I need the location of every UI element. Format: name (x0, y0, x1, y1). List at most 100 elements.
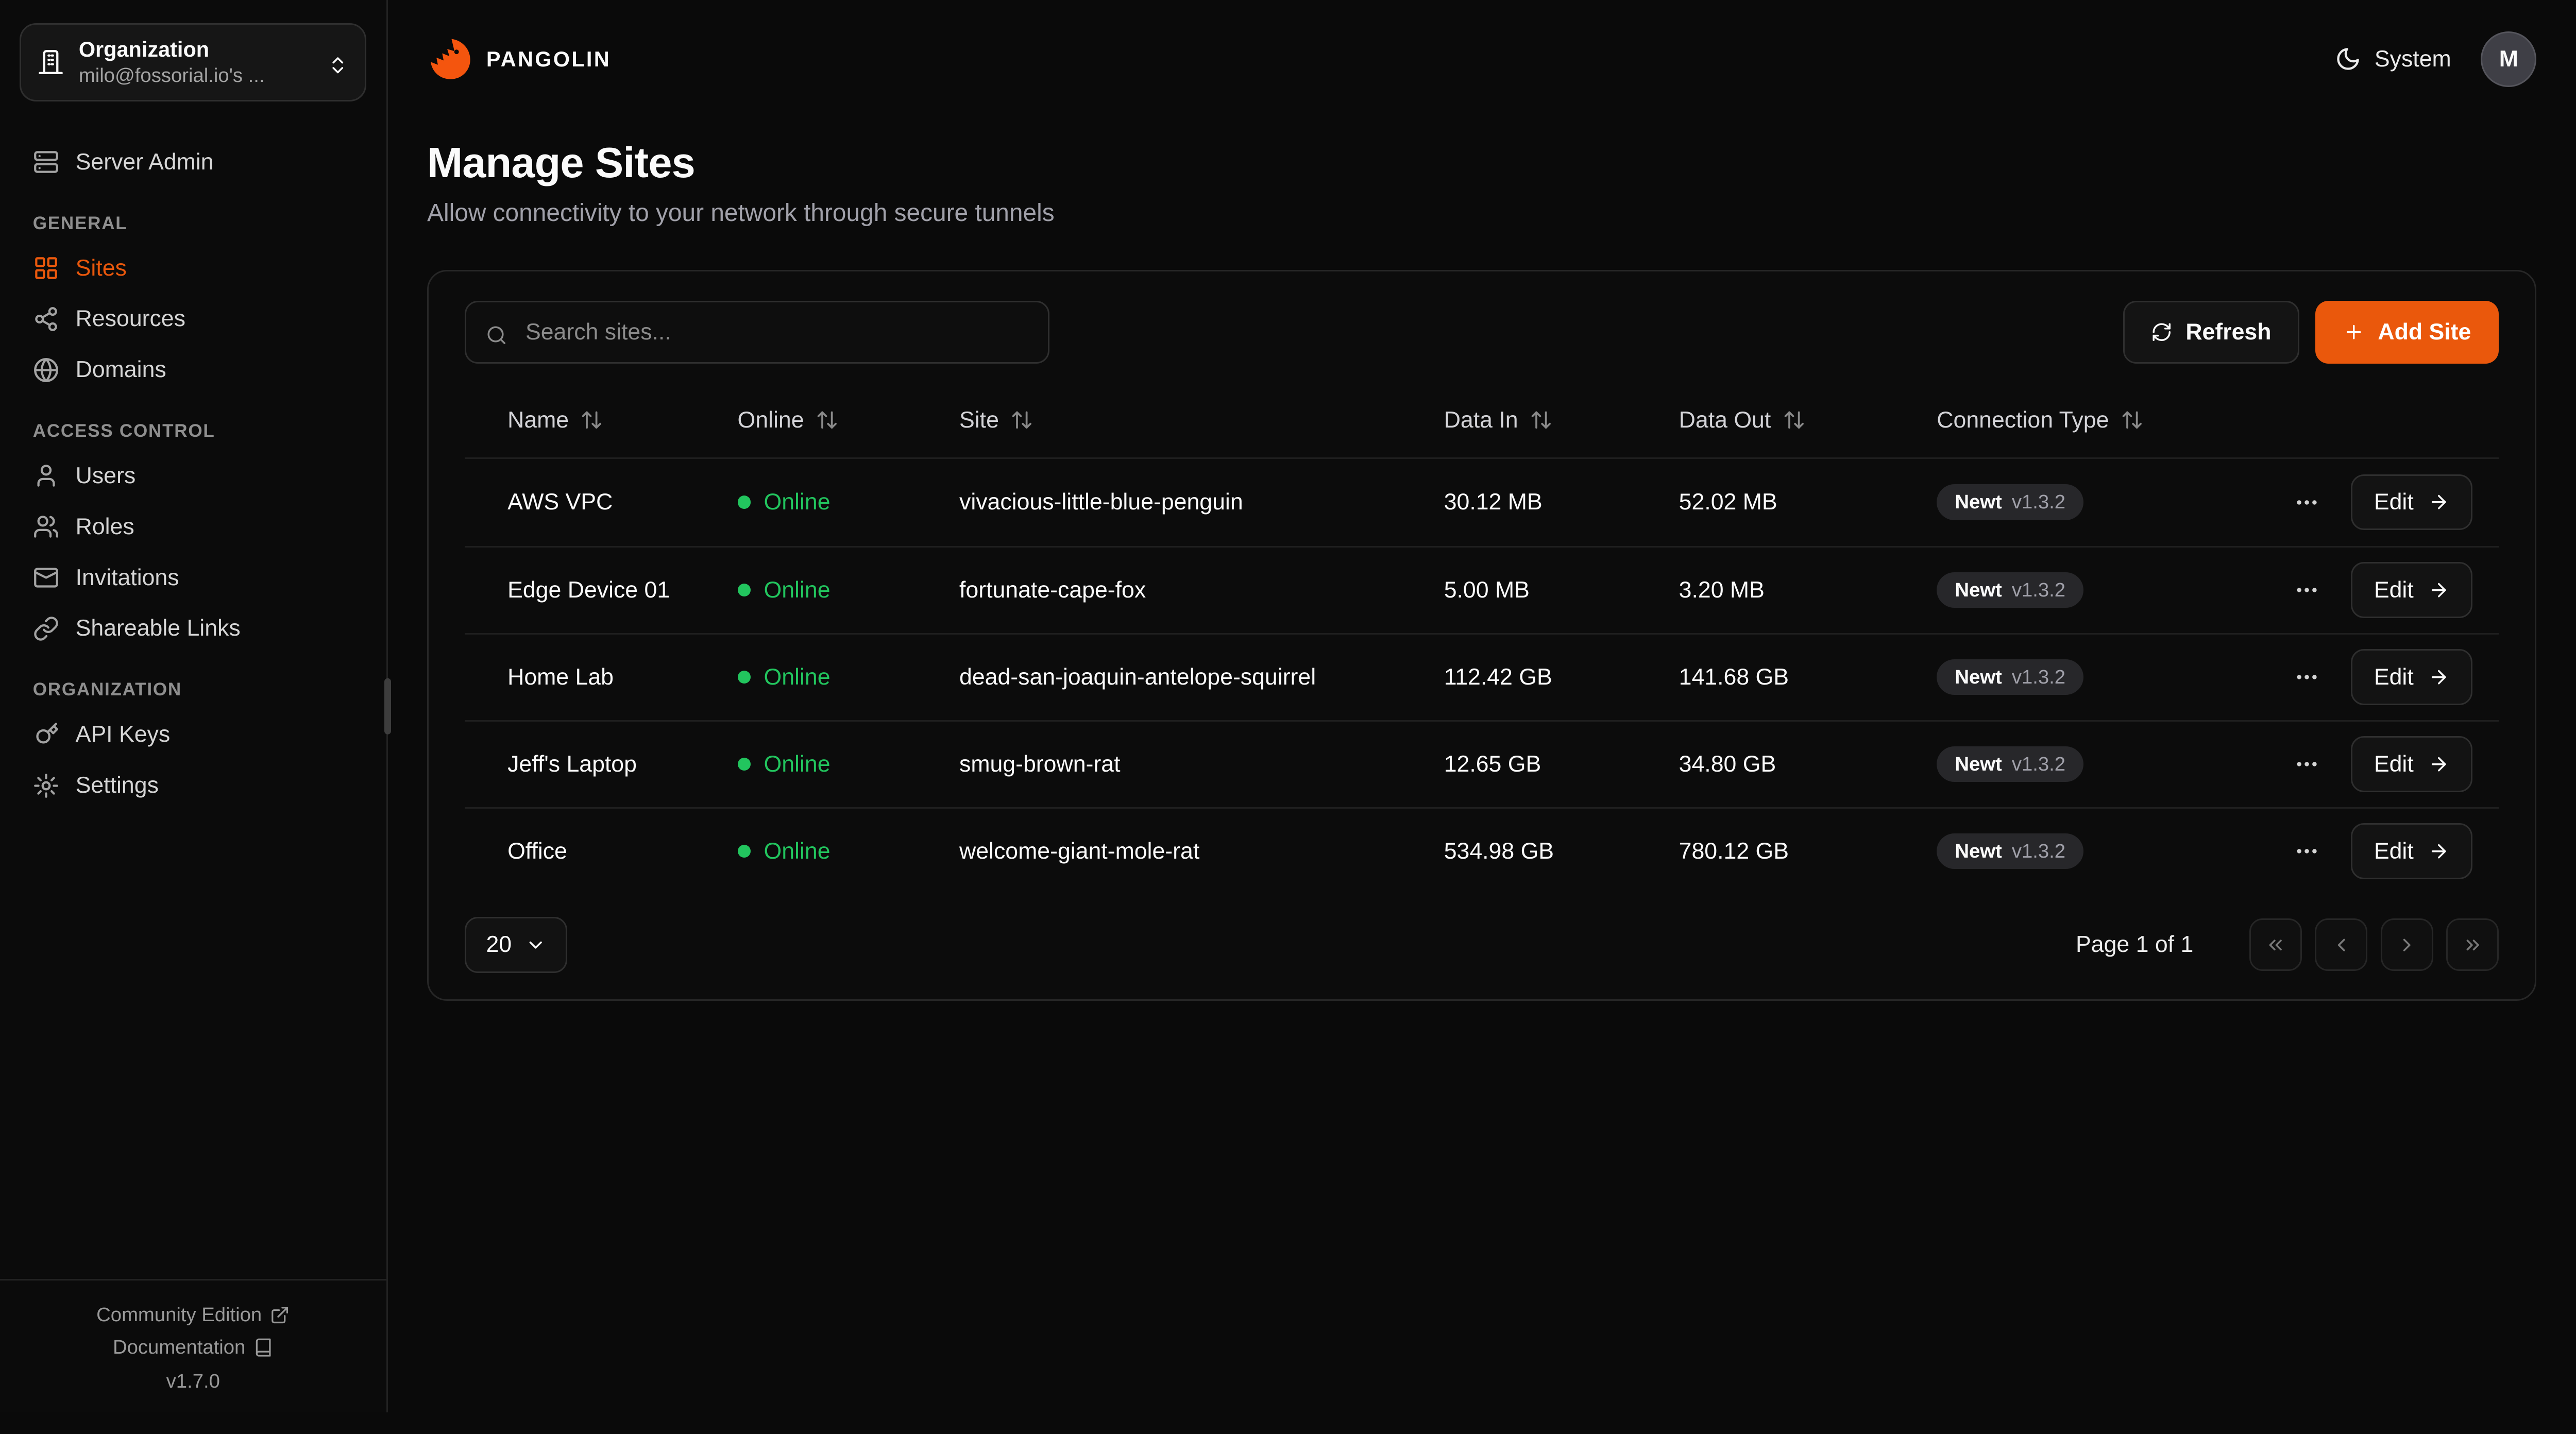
data-out-cell: 780.12 GB (1679, 838, 1789, 864)
users-icon (33, 514, 59, 540)
search-icon (486, 321, 507, 344)
row-actions: Edit (2236, 649, 2482, 705)
online-status-cell: Online (711, 489, 933, 515)
connection-type-name: Newt (1955, 840, 2002, 862)
sidebar-item-invitations[interactable]: Invitations (20, 553, 366, 603)
sidebar-resize-handle[interactable] (384, 678, 392, 735)
row-menu-button[interactable] (2287, 483, 2327, 522)
connection-type-cell: Newt v1.3.2 (1910, 572, 2236, 608)
sidebar-item-settings[interactable]: Settings (20, 761, 366, 810)
plus-icon (2343, 321, 2364, 343)
column-header-site[interactable]: Site (959, 407, 1392, 433)
chevrons-left-icon (2265, 934, 2286, 955)
online-status-cell: Online (711, 577, 933, 603)
sidebar-item-users[interactable]: Users (20, 451, 366, 501)
site-slug-cell: fortunate-cape-fox (959, 577, 1146, 603)
column-header-online[interactable]: Online (738, 407, 907, 433)
sort-icon (1530, 408, 1553, 432)
edit-button[interactable]: Edit (2351, 823, 2473, 879)
sort-icon (1783, 408, 1806, 432)
topbar-right: System M (2335, 31, 2537, 87)
connection-type-badge: Newt v1.3.2 (1937, 833, 2084, 869)
connection-type-name: Newt (1955, 753, 2002, 775)
edit-button[interactable]: Edit (2351, 562, 2473, 618)
first-page-button[interactable] (2249, 918, 2302, 971)
column-header-data-in[interactable]: Data In (1444, 407, 1626, 433)
column-header-data-out[interactable]: Data Out (1679, 407, 1885, 433)
sort-icon (816, 408, 839, 432)
sidebar-item-server-admin[interactable]: Server Admin (20, 138, 366, 187)
row-menu-button[interactable] (2287, 744, 2327, 784)
book-icon (253, 1338, 273, 1357)
edit-button[interactable]: Edit (2351, 736, 2473, 792)
next-page-button[interactable] (2380, 918, 2433, 971)
online-status-cell: Online (711, 664, 933, 690)
connection-type-cell: Newt v1.3.2 (1910, 833, 2236, 869)
connection-type-name: Newt (1955, 665, 2002, 688)
column-header-connection-type[interactable]: Connection Type (1937, 407, 2210, 433)
row-menu-button[interactable] (2287, 831, 2327, 871)
theme-label: System (2374, 46, 2451, 72)
community-edition-label: Community Edition (96, 1303, 262, 1326)
connection-type-badge: Newt v1.3.2 (1937, 746, 2084, 782)
page-size-select[interactable]: 20 (465, 917, 568, 973)
pangolin-logo (427, 36, 473, 82)
sidebar-item-roles[interactable]: Roles (20, 502, 366, 552)
sidebar-item-label: API Keys (75, 722, 171, 747)
online-dot (737, 757, 751, 771)
data-out-cell: 3.20 MB (1679, 577, 1765, 603)
previous-page-button[interactable] (2315, 918, 2368, 971)
pager: Page 1 of 1 (2076, 918, 2499, 971)
edit-button[interactable]: Edit (2351, 649, 2473, 705)
refresh-button[interactable]: Refresh (2123, 301, 2299, 364)
sidebar-item-sites[interactable]: Sites (20, 244, 366, 293)
row-actions: Edit (2236, 562, 2482, 618)
online-label: Online (764, 577, 831, 603)
row-actions: Edit (2236, 474, 2482, 531)
online-dot (737, 844, 751, 858)
documentation-link[interactable]: Documentation (0, 1331, 386, 1363)
online-dot (737, 496, 751, 509)
sidebar-item-shareable-links[interactable]: Shareable Links (20, 604, 366, 654)
page-info: Page 1 of 1 (2076, 932, 2194, 958)
sidebar-item-label: Domains (75, 357, 166, 383)
row-actions: Edit (2236, 823, 2482, 879)
moon-icon (2335, 46, 2361, 72)
arrow-right-icon (2428, 841, 2449, 862)
avatar[interactable]: M (2481, 31, 2537, 87)
data-out-cell: 141.68 GB (1679, 664, 1789, 690)
edit-label: Edit (2374, 489, 2414, 515)
row-menu-button[interactable] (2287, 657, 2327, 697)
page-title: Manage Sites (427, 138, 696, 186)
online-status-cell: Online (711, 752, 933, 777)
sort-icon (580, 408, 603, 432)
connection-type-name: Newt (1955, 578, 2002, 601)
sidebar-item-domains[interactable]: Domains (20, 345, 366, 395)
column-header-name[interactable]: Name (507, 407, 685, 433)
online-label: Online (764, 664, 831, 690)
sidebar-item-label: Sites (75, 255, 127, 281)
table-row: AWS VPC Online vivacious-little-blue-pen… (465, 459, 2499, 546)
table-body: AWS VPC Online vivacious-little-blue-pen… (465, 459, 2499, 894)
connection-type-badge: Newt v1.3.2 (1937, 484, 2084, 520)
row-menu-button[interactable] (2287, 570, 2327, 610)
data-in-cell: 12.65 GB (1444, 751, 1541, 777)
org-title: Organization (78, 37, 210, 61)
arrow-right-icon (2428, 491, 2449, 513)
online-label: Online (764, 838, 831, 864)
chevrons-up-down-icon (327, 52, 348, 73)
org-switcher[interactable]: Organization milo@fossorial.io's ... (20, 23, 367, 101)
last-page-button[interactable] (2446, 918, 2499, 971)
sidebar-item-label: Invitations (75, 565, 179, 590)
sidebar-item-resources[interactable]: Resources (20, 295, 366, 344)
site-slug-cell: smug-brown-rat (959, 751, 1121, 777)
sidebar-item-api-keys[interactable]: API Keys (20, 710, 366, 759)
theme-toggle[interactable]: System (2335, 46, 2451, 72)
site-name-cell: Jeff's Laptop (507, 751, 637, 777)
add-site-button[interactable]: Add Site (2315, 301, 2499, 364)
search-input[interactable] (522, 317, 1029, 347)
community-edition-link[interactable]: Community Edition (0, 1299, 386, 1331)
edit-button[interactable]: Edit (2351, 474, 2473, 531)
row-actions: Edit (2236, 736, 2482, 792)
edit-label: Edit (2374, 751, 2414, 777)
